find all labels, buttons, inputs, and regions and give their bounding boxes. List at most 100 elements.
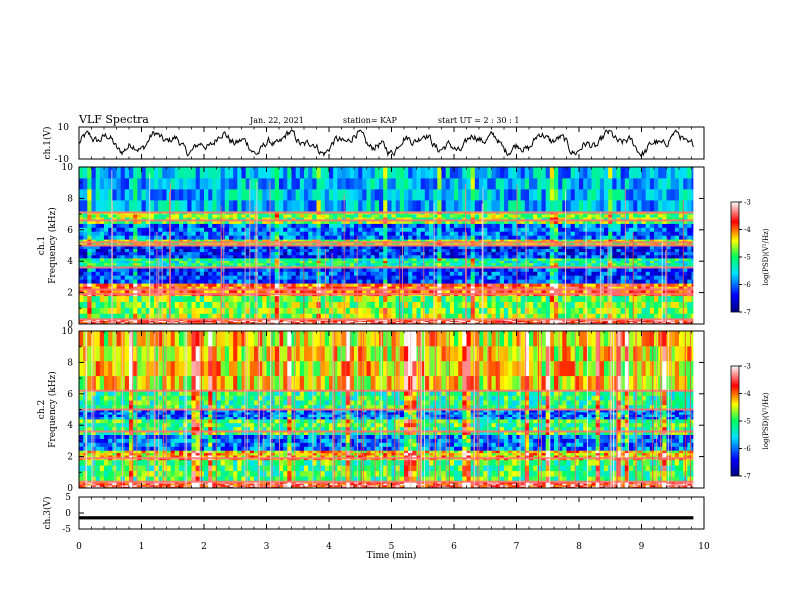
- ch1-spectrogram-cell: [387, 307, 392, 314]
- ch1-spectrogram-cell: [258, 279, 263, 284]
- ch1-spectrogram-cell: [258, 307, 263, 314]
- ch1-spectrogram-cell: [479, 262, 484, 266]
- ch1-spectrogram-cell: [437, 217, 442, 221]
- ch1-spectrogram-cell: [424, 289, 430, 293]
- ch1-spectrogram-cell: [287, 271, 292, 276]
- ch1-spectrogram-cell: [145, 189, 151, 201]
- ch1-spectrogram-cell: [99, 231, 105, 236]
- ch1-spectrogram-cell: [558, 189, 563, 201]
- ch1-spectrogram-cell: [87, 262, 92, 266]
- ch1-spectrogram-cell: [537, 254, 542, 259]
- ch1-spectrogram-cell: [304, 271, 309, 276]
- ch1-spectrogram-cell: [554, 223, 559, 228]
- ch1-spectrogram-cell: [199, 295, 205, 302]
- ch1-spectrogram-cell: [370, 321, 376, 324]
- ch1-spectrogram-cell: [204, 223, 209, 228]
- ch1-spectrogram-cell: [108, 235, 113, 240]
- ch1-spectrogram-cell: [387, 223, 392, 228]
- ch1-spectrogram-cell: [245, 307, 251, 314]
- ch1-spectrogram-cell: [91, 262, 97, 266]
- ch1-spectrogram-cell: [141, 189, 147, 201]
- ch1-spectrogram-cell: [383, 289, 388, 293]
- ch1-spectrogram-cell: [570, 223, 576, 228]
- ch1-spectrogram-cell: [408, 239, 413, 242]
- ch1-spectrogram-cell: [191, 262, 197, 266]
- ch1-spectrogram-cell: [295, 227, 301, 232]
- ch1-spectrogram-cell: [449, 320, 455, 323]
- ch1-spectrogram-cell: [520, 223, 526, 228]
- ch1-spectrogram-cell: [87, 271, 92, 276]
- ch1-spectrogram-cell: [449, 295, 455, 302]
- ch1-spectrogram-cell: [329, 286, 334, 290]
- ch1-spectrogram-cell: [283, 235, 288, 240]
- ch1-spectrogram-cell: [558, 231, 563, 236]
- ch1-spectrogram-cell: [158, 178, 163, 190]
- ch1-spectrogram-cell: [554, 189, 559, 201]
- ch1-spectrogram-cell: [116, 227, 122, 232]
- ch1-spectrogram-cell: [487, 321, 492, 324]
- ch1-spectrogram-cell: [545, 283, 551, 287]
- ch1-spectrogram-cell: [474, 189, 480, 201]
- ch1-spectrogram-cell: [270, 313, 276, 320]
- ch1-spectrogram-cell: [208, 320, 213, 323]
- ch1-spectrogram-cell: [120, 289, 126, 293]
- ch1-spectrogram-cell: [270, 289, 276, 293]
- ch1-spectrogram-cell: [483, 267, 488, 272]
- ch1-spectrogram-cell: [112, 235, 117, 240]
- ch1-spectrogram-cell: [508, 214, 513, 218]
- ch1-spectrogram-cell: [408, 217, 413, 221]
- ch1-spectrogram-cell: [174, 267, 180, 272]
- ch1-spectrogram-cell: [320, 235, 326, 240]
- ch1-spectrogram-cell: [199, 235, 205, 240]
- ch1-spectrogram-cell: [141, 239, 147, 242]
- ch1-spectrogram-cell: [366, 251, 372, 256]
- ch1-spectrogram-cell: [533, 254, 538, 259]
- ch1-spectrogram-cell: [237, 251, 242, 256]
- ch1-spectrogram-cell: [191, 286, 197, 290]
- ch1-spectrogram-cell: [133, 289, 138, 293]
- ch1-spectrogram-cell: [537, 301, 542, 308]
- ch1-spectrogram-cell: [529, 260, 534, 264]
- ch1-spectrogram-cell: [458, 320, 463, 323]
- ch1-spectrogram-cell: [320, 254, 326, 259]
- ch1-spectrogram-cell: [441, 321, 447, 324]
- ch1-spectrogram-cell: [391, 289, 397, 293]
- ch1-spectrogram-cell: [179, 223, 184, 228]
- ch1-spectrogram-cell: [387, 275, 392, 280]
- ch1-spectrogram-cell: [145, 178, 151, 190]
- ch1-spectrogram-cell: [104, 320, 109, 323]
- ch1-spectrogram-cell: [166, 220, 172, 224]
- ch1-spectrogram-cell: [237, 260, 242, 264]
- ch1-spectrogram-cell: [520, 262, 526, 266]
- ch1-spectrogram-cell: [437, 214, 442, 218]
- ch1-spectrogram-cell: [312, 262, 317, 266]
- ch1-spectrogram-cell: [570, 279, 576, 284]
- ch1-spectrogram-cell: [83, 217, 88, 221]
- ch1-spectrogram-cell: [483, 223, 488, 228]
- ch1-spectrogram-cell: [333, 260, 338, 264]
- ch1-spectrogram-cell: [249, 271, 255, 276]
- ch1-spectrogram-cell: [416, 321, 422, 324]
- ch1-spectrogram-cell: [579, 245, 584, 249]
- ch1-spectrogram-cell: [108, 260, 113, 264]
- ch1-spectrogram-cell: [112, 279, 117, 284]
- ch1-spectrogram-cell: [395, 214, 401, 218]
- ch1-spectrogram-cell: [433, 262, 438, 266]
- ch1-spectrogram-cell: [270, 260, 276, 264]
- ch1-spectrogram-cell: [520, 313, 526, 320]
- ch1-spectrogram-cell: [416, 239, 422, 242]
- ch1-spectrogram-cell: [154, 286, 159, 290]
- ch1-spectrogram-cell: [195, 275, 201, 280]
- ch1-spectrogram-cell: [241, 217, 247, 221]
- ch1-spectrogram-cell: [483, 260, 488, 264]
- ch1-spectrogram-cell: [91, 223, 97, 228]
- ch1-spectrogram-cell: [524, 320, 530, 323]
- ch1-spectrogram-cell: [212, 200, 217, 212]
- ch1-spectrogram-cell: [499, 248, 505, 253]
- ch1-spectrogram-cell: [479, 245, 484, 249]
- ch1-spectrogram-cell: [91, 313, 97, 320]
- ch1-spectrogram-cell: [241, 301, 247, 308]
- ch1-spectrogram-cell: [583, 231, 588, 236]
- ch1-spectrogram-cell: [437, 307, 442, 314]
- ch1-spectrogram-cell: [408, 295, 413, 302]
